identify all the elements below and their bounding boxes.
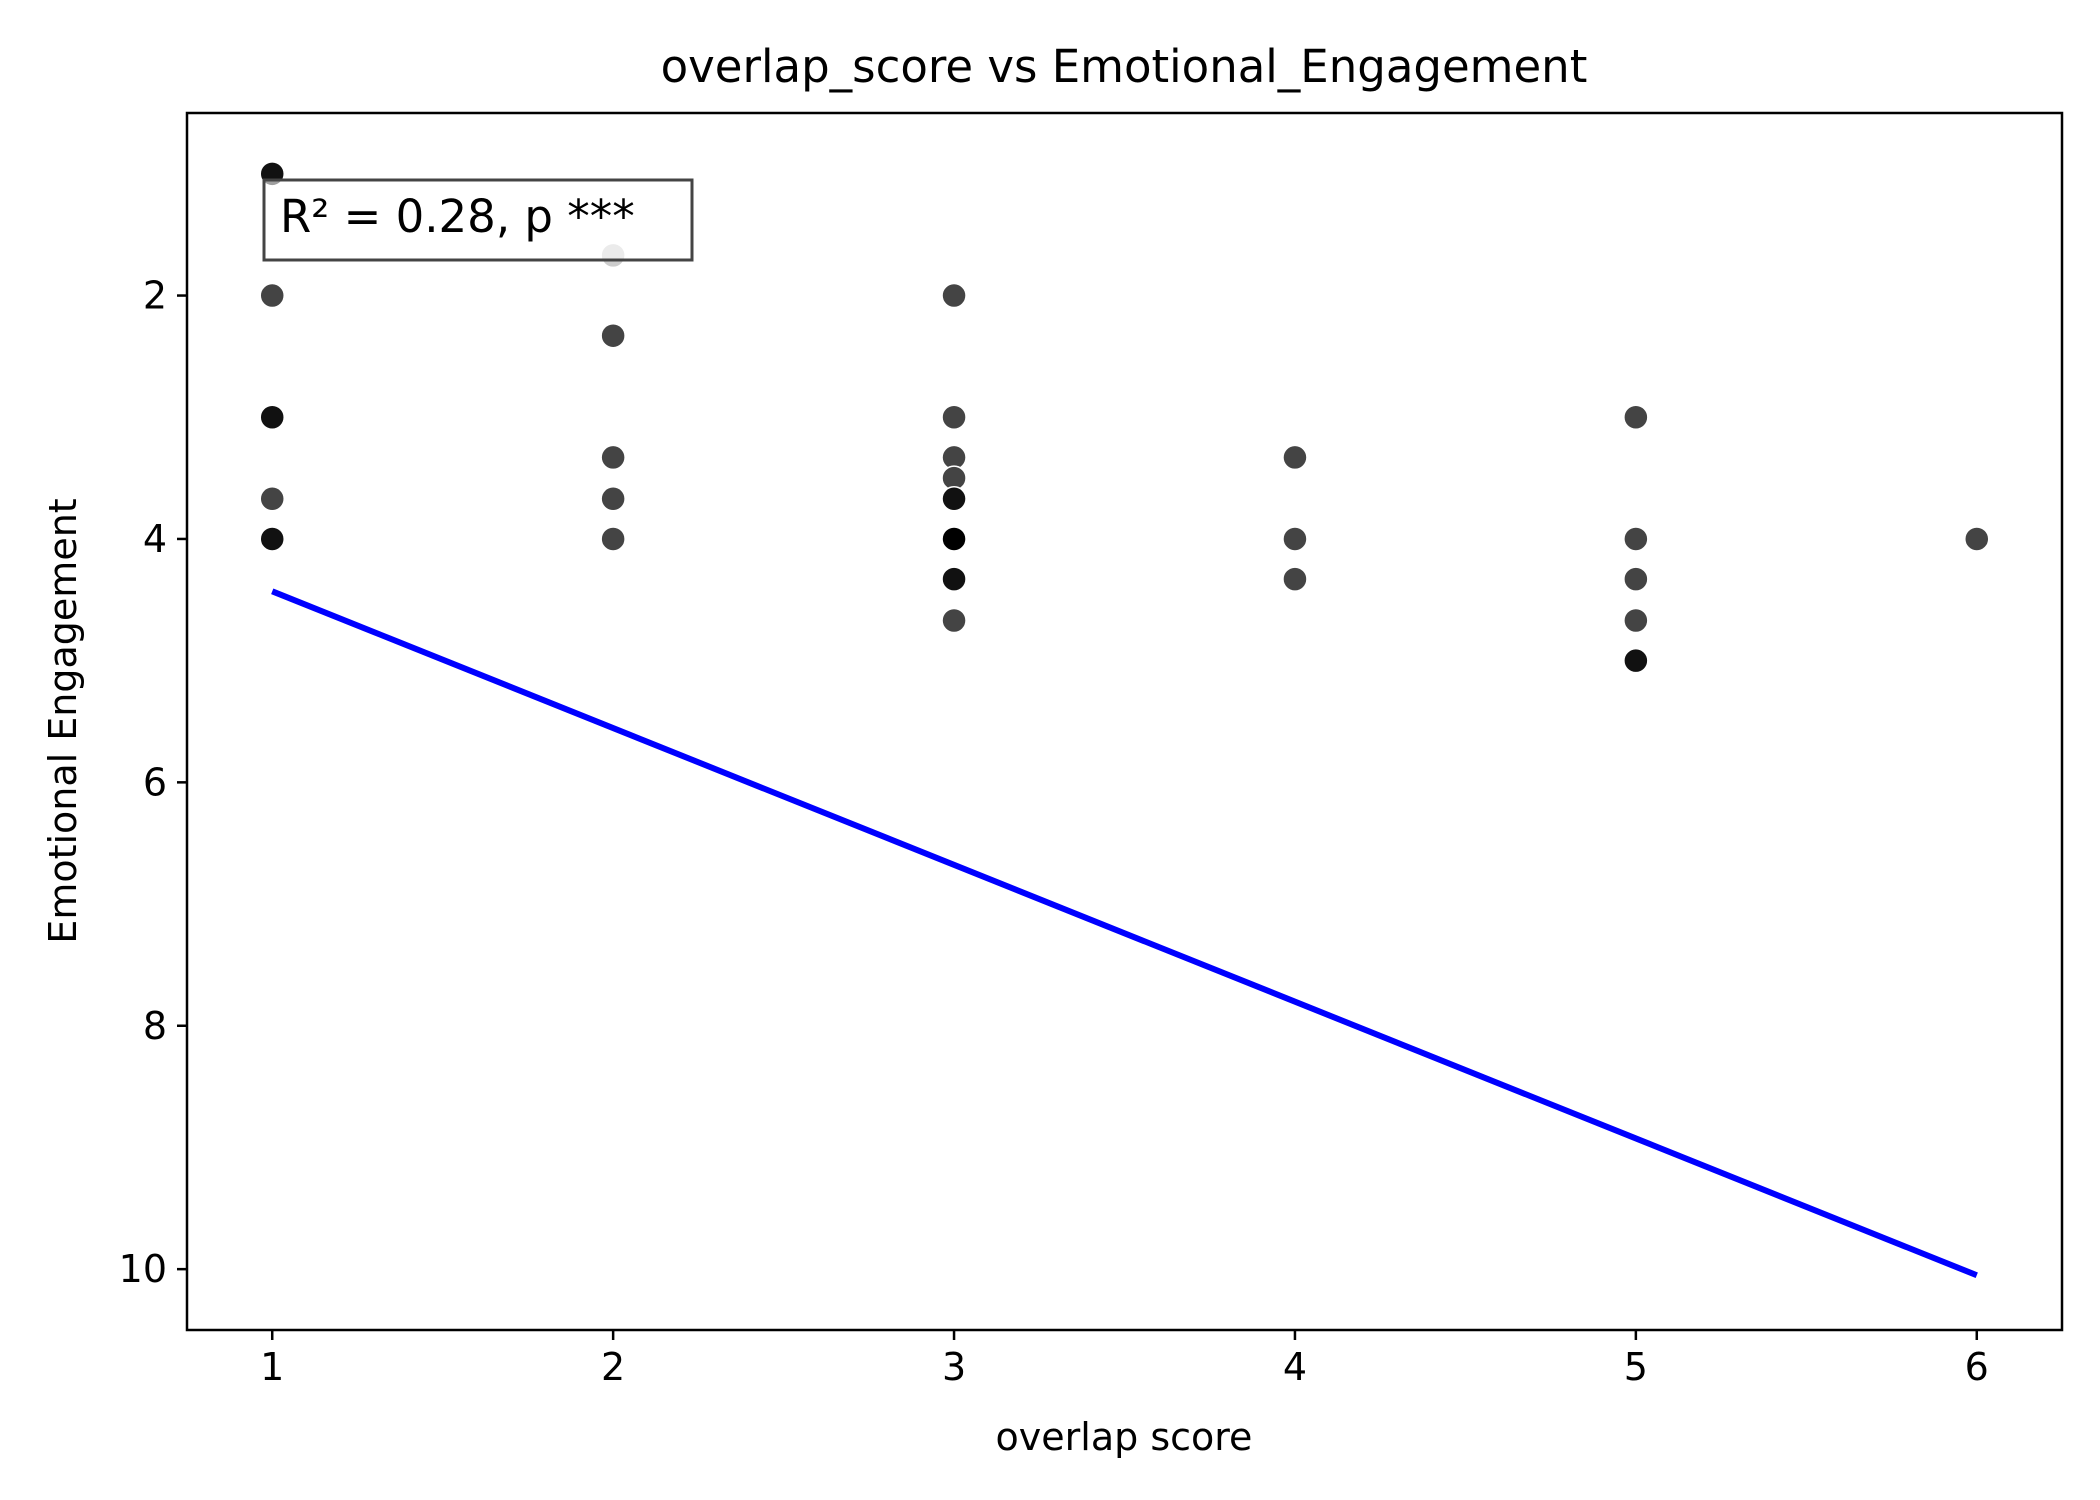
x-tick-label: 3 (942, 1345, 966, 1389)
y-axis-label: Emotional Engagement (41, 498, 85, 943)
data-point (1623, 526, 1649, 552)
data-point (1623, 647, 1649, 674)
x-tick-label: 2 (601, 1345, 625, 1389)
x-tick-label: 6 (1965, 1345, 1989, 1389)
y-tick-label: 10 (119, 1247, 167, 1291)
data-point (259, 282, 285, 309)
data-point (941, 566, 967, 592)
x-tick-label: 4 (1283, 1345, 1307, 1389)
data-point (941, 526, 967, 552)
data-point (941, 486, 967, 512)
data-point (1964, 526, 1990, 552)
data-point (259, 486, 285, 512)
annotation-text: R² = 0.28, p *** (280, 190, 635, 243)
annotation-box: R² = 0.28, p *** (262, 178, 694, 262)
x-tick-label: 1 (260, 1345, 284, 1389)
plot-frame (185, 111, 2064, 1332)
y-tick-label: 2 (143, 274, 167, 318)
trendline-group (271, 588, 1978, 1279)
data-point (600, 444, 626, 471)
y-tick-label: 6 (143, 760, 167, 804)
data-point (941, 404, 967, 430)
data-point (1282, 444, 1308, 471)
data-point (600, 322, 626, 349)
y-tick-label: 4 (143, 517, 167, 561)
data-point (1623, 566, 1649, 592)
data-point (259, 404, 285, 430)
data-point (1623, 404, 1649, 430)
chart-title: overlap_score vs Emotional_Engagement (661, 40, 1588, 93)
data-point (1623, 607, 1649, 634)
data-point (600, 486, 626, 512)
x-tick-label: 5 (1624, 1345, 1648, 1389)
data-point (941, 282, 967, 309)
axis-ticks: 1 2 3 4 5 6 2 4 6 8 10 (119, 274, 1989, 1389)
data-point (941, 607, 967, 634)
x-axis-label: overlap score (996, 1415, 1253, 1459)
data-point (259, 526, 285, 552)
annotation-frame (262, 178, 694, 262)
data-point (600, 526, 626, 552)
y-tick-label: 8 (143, 1004, 167, 1048)
data-point (1282, 566, 1308, 592)
data-point (1282, 526, 1308, 552)
trendline (271, 588, 1978, 1279)
